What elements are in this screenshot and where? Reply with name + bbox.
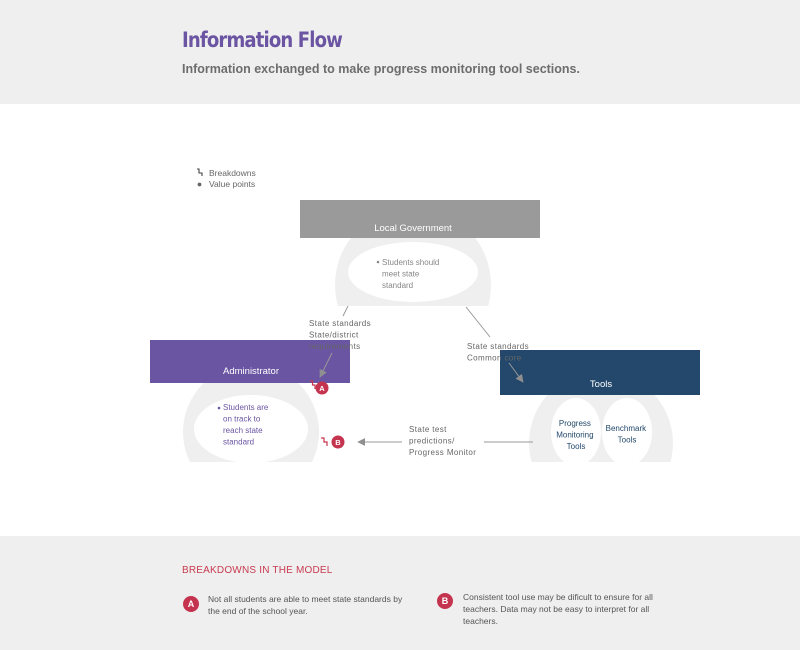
breakdown-marker-b: B [321, 435, 345, 449]
header-band: Information Flow Information exchanged t… [0, 0, 800, 104]
breakdown-icon [321, 437, 328, 446]
flow-gov-to-admin-line-upper [342, 305, 349, 317]
breakdown-a-text: Not all students are able to meet state … [208, 594, 403, 616]
page-title: Information Flow [182, 28, 343, 52]
benchmark-tools-label: Benchmark Tools [606, 424, 649, 445]
local-government-value: Students should meet state standard [382, 258, 442, 290]
breakdown-icon [310, 380, 316, 389]
breakdown-b-text: Consistent tool use may be dificult to e… [463, 592, 653, 626]
tools-node: Tools Progress Monitoring Tools Benchmar… [500, 350, 700, 462]
administrator-value: Students are on track to reach state sta… [223, 403, 271, 447]
flow-gov-to-tools-line-upper [465, 306, 491, 338]
flow-gov-to-tools-label: State standards Common core [467, 342, 532, 363]
breakdown-marker-a: A [310, 380, 329, 395]
flow-tools-to-admin-label: State test predictions/ Progress Monitor [409, 425, 476, 457]
breakdown-marker-b-label: B [335, 438, 341, 447]
administrator-title: Administrator [223, 366, 279, 377]
local-government-node: Local Government Students should meet st… [300, 200, 540, 306]
local-government-title: Local Government [374, 223, 452, 234]
legend-breakdowns-label: Breakdowns [209, 168, 256, 178]
flow-gov-to-admin-arrow [319, 352, 333, 378]
administrator-node: Administrator Students are on track to r… [150, 340, 350, 462]
flow-gov-to-admin: State standards State/district requireme… [309, 305, 374, 378]
flow-gov-to-admin-label: State standards State/district requireme… [309, 319, 374, 351]
breakdown-b-badge: B [437, 593, 453, 609]
flow-tools-to-admin: State test predictions/ Progress Monitor [357, 425, 533, 457]
breakdown-marker-a-label: A [319, 384, 325, 393]
legend-value-points-label: Value points [209, 179, 255, 189]
value-point-legend-icon [197, 182, 202, 187]
breakdown-legend-icon [197, 168, 203, 176]
flow-gov-to-tools: State standards Common core [465, 306, 532, 383]
legend: Breakdowns Value points [197, 168, 256, 189]
breakdowns-section [0, 536, 800, 650]
flow-gov-to-tools-arrow [508, 362, 524, 383]
progress-monitoring-tools-label: Progress Monitoring Tools [556, 419, 596, 451]
breakdowns-heading: BREAKDOWNS IN THE MODEL [182, 565, 333, 576]
tools-title: Tools [590, 379, 612, 390]
breakdown-a-badge: A [183, 596, 199, 612]
value-point-icon [217, 406, 221, 410]
value-point-icon [376, 260, 380, 264]
page-subtitle: Information exchanged to make progress m… [182, 62, 580, 76]
